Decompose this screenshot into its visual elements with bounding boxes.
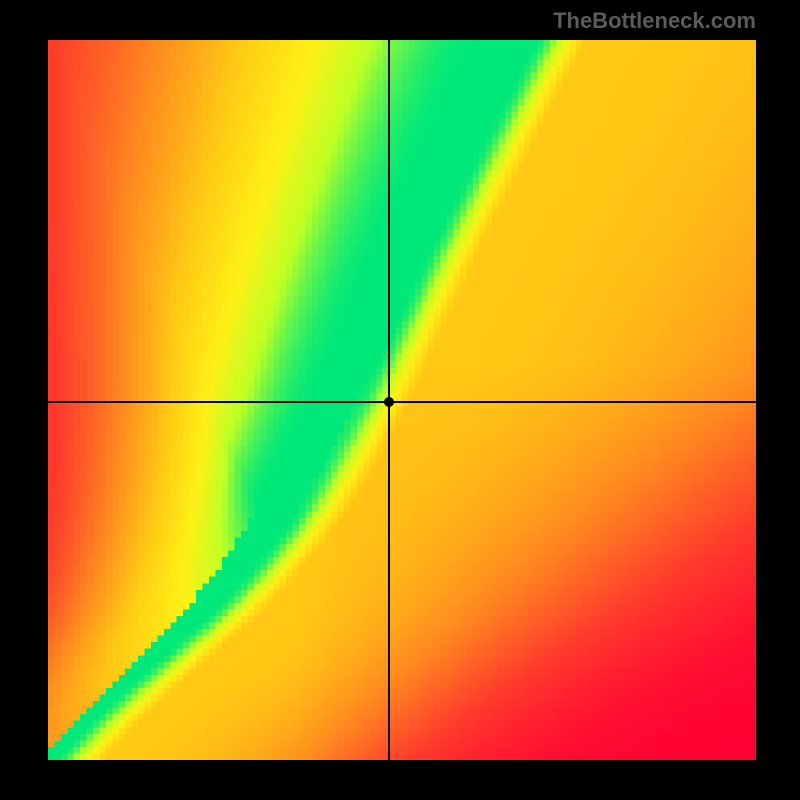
crosshair-horizontal	[48, 401, 756, 403]
watermark-text: TheBottleneck.com	[553, 8, 756, 34]
bottleneck-heatmap	[48, 40, 756, 760]
